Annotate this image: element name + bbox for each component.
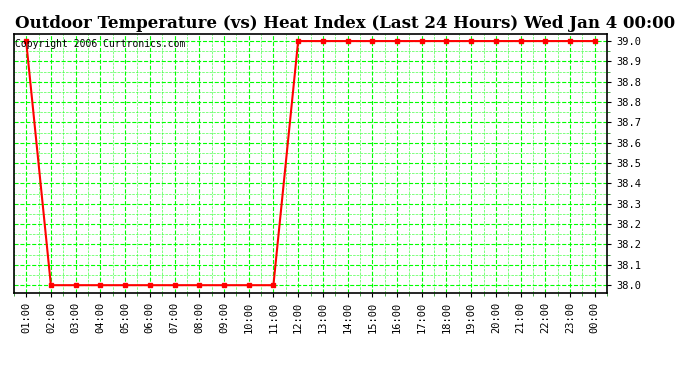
- Text: Copyright 2006 Curtronics.com: Copyright 2006 Curtronics.com: [15, 39, 186, 49]
- Text: Outdoor Temperature (vs) Heat Index (Last 24 Hours) Wed Jan 4 00:00: Outdoor Temperature (vs) Heat Index (Las…: [15, 15, 675, 32]
